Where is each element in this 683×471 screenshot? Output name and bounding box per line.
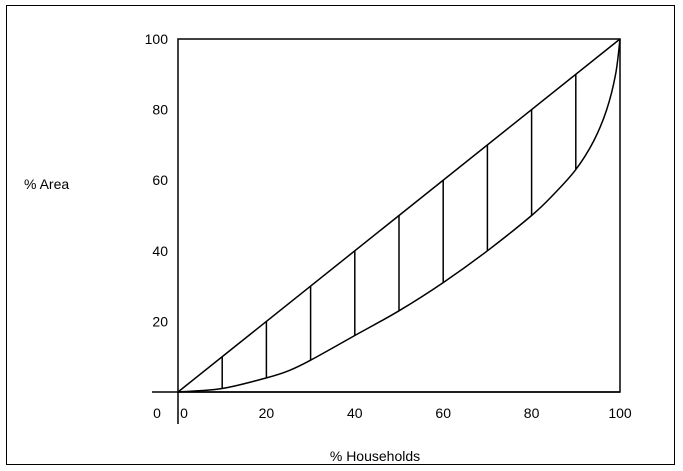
y-tick-label: 60	[152, 172, 168, 188]
x-tick-label: 0	[180, 405, 188, 421]
vertical-segments	[221, 74, 577, 389]
y-tick-label: 20	[152, 313, 168, 329]
equality-line	[177, 38, 621, 393]
x-tick-labels: 0 20 40 60 80 100	[180, 405, 632, 421]
x-tick-label: 20	[259, 405, 275, 421]
y-axis-label: % Area	[24, 176, 69, 192]
x-tick-label: 40	[347, 405, 363, 421]
x-tick-label: 100	[608, 405, 632, 421]
lorenz-curve	[177, 38, 621, 393]
x-tick-label: 80	[524, 405, 540, 421]
y-tick-label: 80	[152, 102, 168, 118]
x-axis-label: % Households	[330, 448, 420, 464]
y-tick-labels: 20 40 60 80 100	[145, 31, 169, 329]
chart-frame	[6, 5, 675, 465]
x-tick-label: 60	[435, 405, 451, 421]
origin-label: 0	[153, 405, 161, 421]
y-tick-label: 40	[152, 243, 168, 259]
y-tick-label: 100	[145, 31, 169, 47]
